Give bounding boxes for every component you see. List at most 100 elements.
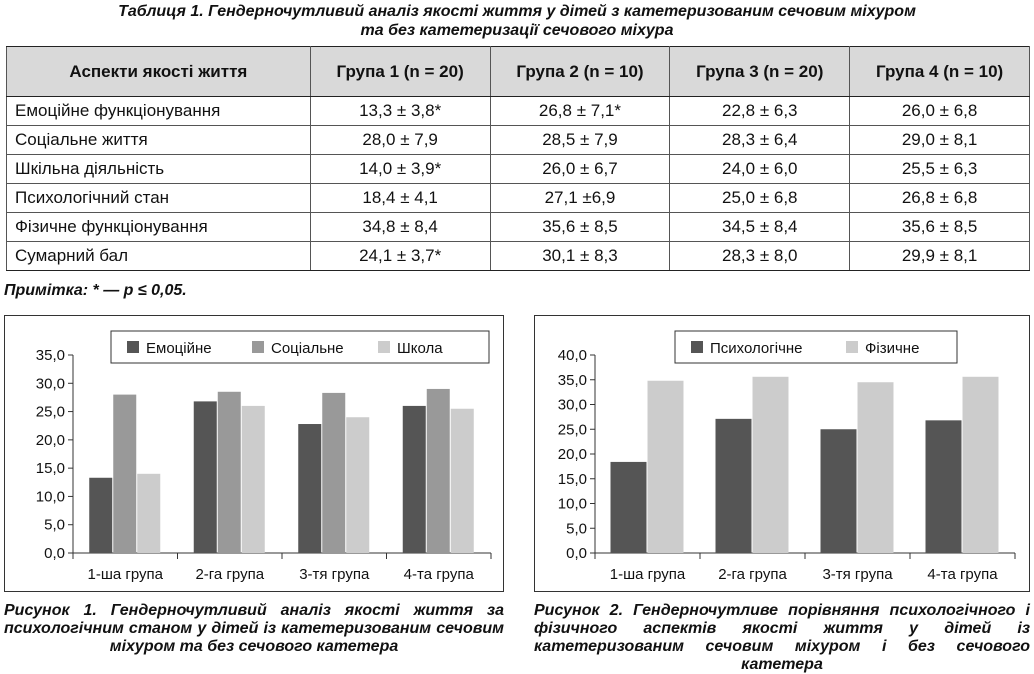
table-cell: 14,0 ± 3,9* xyxy=(309,154,491,184)
table-cell: 13,3 ± 3,8* xyxy=(309,96,491,126)
table-cell: 26,0 ± 6,8 xyxy=(849,96,1030,126)
table-cell: 34,5 ± 8,4 xyxy=(669,212,851,242)
table-cell: 26,8 ± 7,1* xyxy=(489,96,671,126)
bar xyxy=(820,429,857,553)
table-row: Психологічний стан 18,4 ± 4,1 27,1 ±6,9 … xyxy=(6,183,1030,213)
bar xyxy=(925,420,962,553)
y-tick-label: 30,0 xyxy=(558,397,587,414)
column-header: Група 4 (n = 10) xyxy=(849,46,1030,97)
column-header: Група 1 (n = 20) xyxy=(309,46,491,97)
legend-swatch xyxy=(846,341,858,353)
table-cell: 25,5 ± 6,3 xyxy=(849,154,1030,184)
bar xyxy=(752,376,789,553)
bar xyxy=(962,376,999,553)
bar xyxy=(857,382,894,553)
row-label: Психологічний стан xyxy=(6,183,311,213)
figure-2-caption: Рисунок 2. Гендерночутливе порівняння пс… xyxy=(534,602,1030,673)
bar xyxy=(217,391,241,553)
table-cell: 29,0 ± 8,1 xyxy=(849,125,1030,155)
legend-swatch xyxy=(127,341,139,353)
table-cell: 24,1 ± 3,7* xyxy=(309,241,491,271)
bar xyxy=(610,461,647,553)
y-tick-label: 20,0 xyxy=(36,432,65,449)
y-tick-label: 5,0 xyxy=(566,520,587,537)
table-cell: 26,8 ± 6,8 xyxy=(849,183,1030,213)
row-label: Фізичне функціонування xyxy=(6,212,311,242)
x-tick-label: 3-тя група xyxy=(299,566,370,583)
row-label: Шкільна діяльність xyxy=(6,154,311,184)
legend-box xyxy=(674,330,958,364)
y-tick-label: 15,0 xyxy=(558,471,587,488)
y-tick-label: 40,0 xyxy=(558,347,587,364)
table-cell: 35,6 ± 8,5 xyxy=(849,212,1030,242)
table-row: Шкільна діяльність 14,0 ± 3,9* 26,0 ± 6,… xyxy=(6,154,1030,184)
x-tick-label: 1-ша група xyxy=(610,566,686,583)
bar xyxy=(346,417,370,553)
table-cell: 34,8 ± 8,4 xyxy=(309,212,491,242)
table-header-row: Аспекти якості життя Група 1 (n = 20) Гр… xyxy=(6,46,1030,97)
bar xyxy=(137,473,161,553)
y-tick-label: 35,0 xyxy=(36,347,65,364)
bar xyxy=(113,394,137,553)
y-tick-label: 10,0 xyxy=(558,496,587,513)
y-tick-label: 0,0 xyxy=(44,545,65,562)
y-tick-label: 25,0 xyxy=(36,404,65,421)
legend-label: Соціальне xyxy=(271,340,344,357)
table-caption: Таблиця 1. Гендерночутливий аналіз якост… xyxy=(0,2,1034,40)
y-tick-label: 15,0 xyxy=(36,460,65,477)
table-cell: 28,3 ± 8,0 xyxy=(669,241,851,271)
table-cell: 24,0 ± 6,0 xyxy=(669,154,851,184)
legend-swatch xyxy=(691,341,703,353)
bar xyxy=(322,392,346,553)
column-header: Група 3 (n = 20) xyxy=(669,46,851,97)
legend-label: Школа xyxy=(397,340,443,357)
legend-label: Психологічне xyxy=(710,340,803,357)
bar xyxy=(89,477,113,553)
legend-label: Емоційне xyxy=(146,340,212,357)
bar xyxy=(402,405,426,553)
table-cell: 28,0 ± 7,9 xyxy=(309,125,491,155)
y-tick-label: 20,0 xyxy=(558,446,587,463)
figure-2-chart: 0,0 5,0 10,0 15,0 20,0 25,0 30,0 35,0 40,0 1-ша г… xyxy=(534,315,1030,592)
table-row: Соціальне життя 28,0 ± 7,9 28,5 ± 7,9 28… xyxy=(6,125,1030,155)
table-cell: 25,0 ± 6,8 xyxy=(669,183,851,213)
table-row: Емоційне функціонування 13,3 ± 3,8* 26,8… xyxy=(6,96,1030,126)
figure-2-bar-chart: 0,0 5,0 10,0 15,0 20,0 25,0 30,0 35,0 40,0 1-ша г… xyxy=(558,330,1016,583)
y-tick-label: 25,0 xyxy=(558,421,587,438)
column-header: Група 2 (n = 10) xyxy=(489,46,671,97)
column-header: Аспекти якості життя xyxy=(6,46,311,97)
row-label: Сумарний бал xyxy=(6,241,311,271)
bar xyxy=(298,424,322,553)
table-row: Фізичне функціонування 34,8 ± 8,4 35,6 ±… xyxy=(6,212,1030,242)
figure-1-chart: 0,0 5,0 10,0 15,0 20,0 25,0 30,0 35,0 1-ша група… xyxy=(4,315,504,592)
row-label: Соціальне життя xyxy=(6,125,311,155)
legend-swatch xyxy=(378,341,390,353)
legend-box xyxy=(110,330,490,364)
bar xyxy=(647,380,684,553)
legend-label: Фізичне xyxy=(865,340,919,357)
table-caption-line2: та без катетеризації сечового міхура xyxy=(360,22,674,39)
bar xyxy=(715,418,752,553)
bar xyxy=(426,388,450,553)
table-row: Сумарний бал 24,1 ± 3,7* 30,1 ± 8,3 28,3… xyxy=(6,241,1030,271)
table-cell: 28,5 ± 7,9 xyxy=(489,125,671,155)
legend-swatch xyxy=(252,341,264,353)
table-cell: 35,6 ± 8,5 xyxy=(489,212,671,242)
y-tick-label: 5,0 xyxy=(44,517,65,534)
x-tick-label: 3-тя група xyxy=(822,566,893,583)
y-tick-label: 35,0 xyxy=(558,372,587,389)
table-cell: 27,1 ±6,9 xyxy=(489,183,671,213)
x-tick-label: 1-ша група xyxy=(88,566,164,583)
bar xyxy=(450,408,474,553)
quality-of-life-table: Аспекти якості життя Група 1 (n = 20) Гр… xyxy=(6,46,1030,271)
figure-1-caption: Рисунок 1. Гендерночутливий аналіз якост… xyxy=(4,602,504,655)
y-tick-label: 0,0 xyxy=(566,545,587,562)
x-tick-label: 2-га група xyxy=(718,566,787,583)
table-cell: 26,0 ± 6,7 xyxy=(489,154,671,184)
x-tick-label: 4-та група xyxy=(927,566,998,583)
table-cell: 30,1 ± 8,3 xyxy=(489,241,671,271)
x-tick-label: 4-та група xyxy=(404,566,475,583)
table-cell: 18,4 ± 4,1 xyxy=(309,183,491,213)
bar xyxy=(241,405,265,553)
table-note: Примітка: * — p ≤ 0,05. xyxy=(4,282,187,299)
